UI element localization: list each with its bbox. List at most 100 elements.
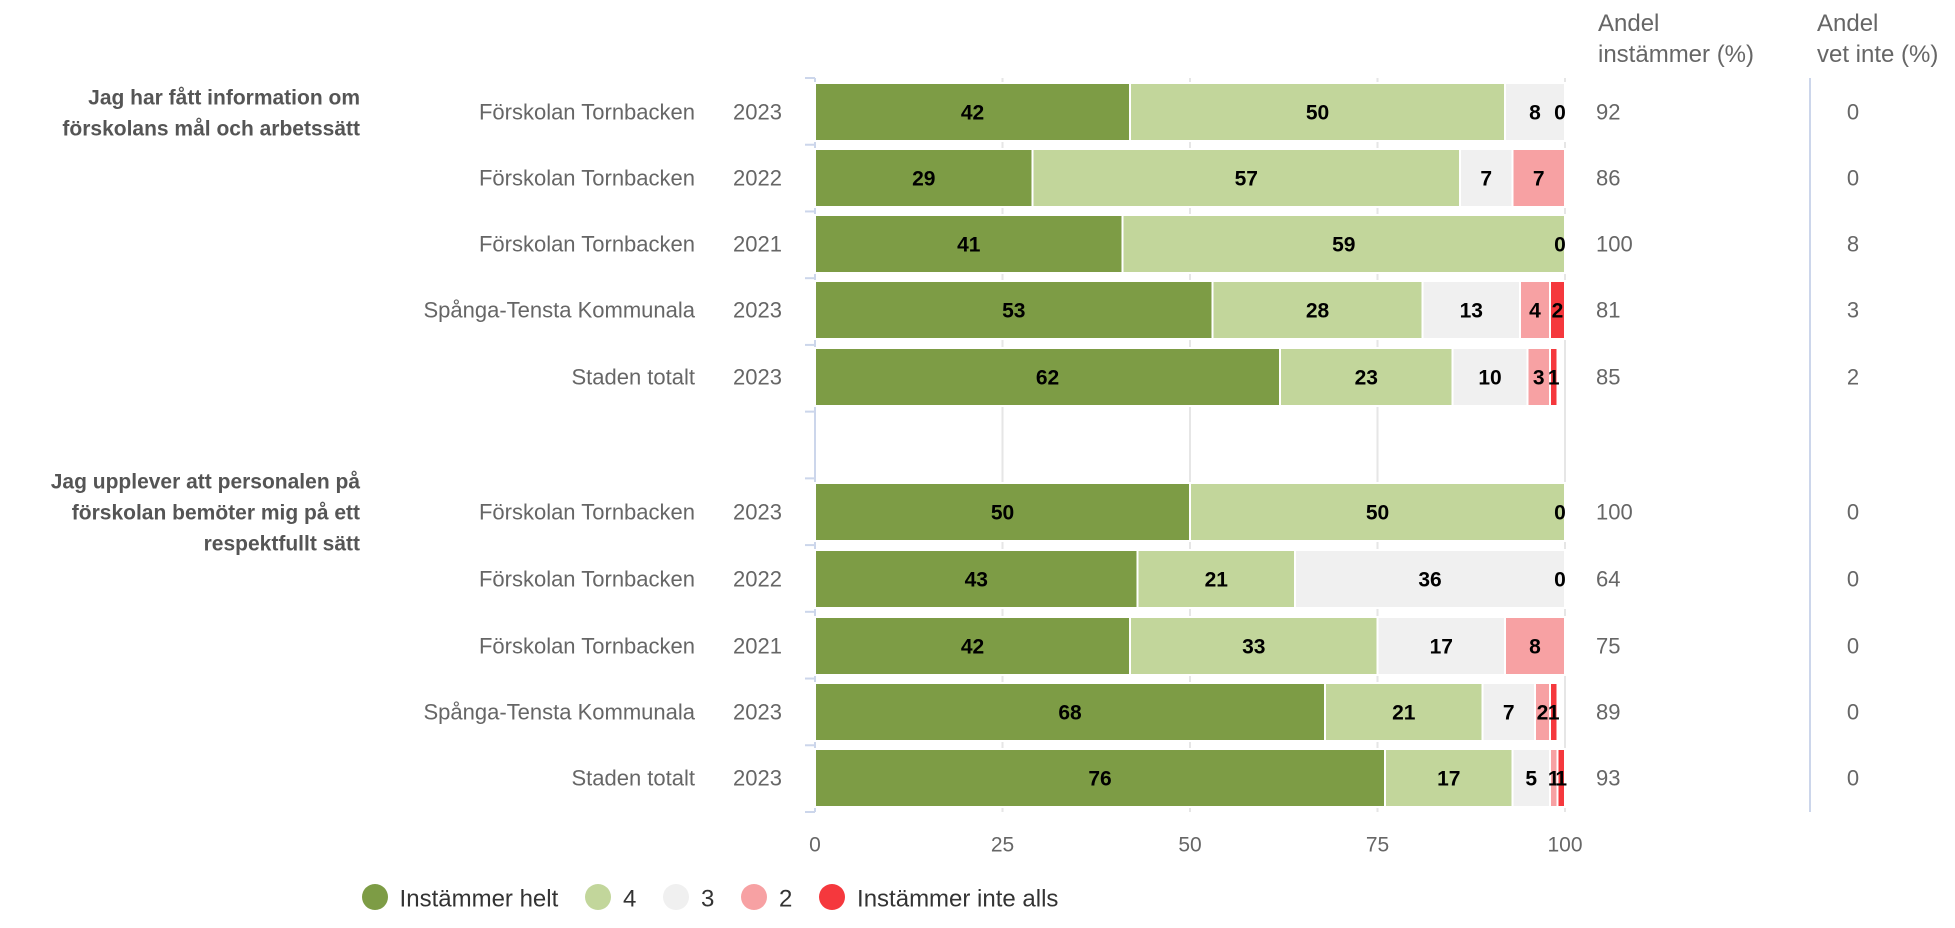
bar-segment <box>1549 682 1559 742</box>
agree-percent-value: 81 <box>1596 298 1620 323</box>
bar-data-label: 50 <box>1306 102 1329 125</box>
bar-data-label: 2 <box>1552 300 1564 323</box>
bar-segment <box>1384 748 1514 808</box>
bar-data-label: 10 <box>1478 367 1501 390</box>
row-year: 2022 <box>733 567 782 592</box>
bar-data-label: 5 <box>1525 768 1537 791</box>
bar-segment <box>1324 682 1484 742</box>
agree-percent-value: 85 <box>1596 365 1620 390</box>
bar-data-label: 0 <box>1554 502 1566 525</box>
legend-label: Instämmer helt <box>399 885 559 913</box>
bar-segment <box>1121 214 1566 274</box>
row-label: Förskolan Tornbacken <box>479 500 695 525</box>
bar-data-label: 7 <box>1480 168 1492 191</box>
legend-swatch-3 <box>662 883 689 910</box>
legend-swatch-instammer-helt <box>361 883 388 910</box>
row-year: 2023 <box>733 365 782 390</box>
bar-data-label: 29 <box>912 168 935 191</box>
bar-segment <box>814 616 1131 676</box>
legend-item-4[interactable]: 4 <box>584 883 637 914</box>
bar-data-label: 23 <box>1355 367 1378 390</box>
bar-data-label: 0 <box>1554 102 1566 125</box>
bar-data-label: 68 <box>1058 702 1082 725</box>
legend-item-instammer-inte-alls[interactable]: Instämmer inte alls <box>819 883 1059 914</box>
agree-percent-value: 92 <box>1596 100 1620 125</box>
bar-data-label: 21 <box>1392 702 1416 725</box>
row-year: 2023 <box>733 500 782 525</box>
bar-segment <box>1421 280 1521 340</box>
bar-segment <box>1451 347 1529 407</box>
bar-data-label: 42 <box>961 102 984 125</box>
question-label: Jag upplever att personalen på <box>51 471 361 494</box>
bar-data-label: 36 <box>1418 569 1441 592</box>
row-year: 2023 <box>733 766 782 791</box>
bar-segment <box>814 347 1281 407</box>
question-label: Jag har fått information om <box>88 87 360 110</box>
bar-segment <box>1504 82 1566 142</box>
agree-percent-value: 100 <box>1596 500 1633 525</box>
bar-segment <box>1556 748 1566 808</box>
agree-column-header: Andel instämmer (%) <box>1598 8 1754 70</box>
legend-item-instammer-helt[interactable]: Instämmer helt <box>361 883 559 914</box>
agree-header-line-1: Andel <box>1598 10 1660 37</box>
agree-percent-value: 89 <box>1596 700 1620 725</box>
bar-data-label: 50 <box>1366 502 1389 525</box>
row-label: Förskolan Tornbacken <box>479 100 695 125</box>
question-label: förskolans mål och arbetssätt <box>62 118 360 141</box>
bar-data-label: 1 <box>1555 768 1567 791</box>
x-tick-label: 25 <box>991 834 1014 857</box>
dont-know-percent-value: 8 <box>1847 232 1859 257</box>
bar-data-label: 8 <box>1529 102 1541 125</box>
bar-segment <box>1459 148 1514 208</box>
question-label: respektfullt sätt <box>204 533 360 556</box>
x-tick-label: 50 <box>1178 834 1201 857</box>
legend-label: Instämmer inte alls <box>857 885 1059 913</box>
dont-know-percent-value: 0 <box>1847 766 1859 791</box>
bar-segment <box>1519 280 1551 340</box>
row-year: 2023 <box>733 700 782 725</box>
agree-percent-value: 75 <box>1596 634 1620 659</box>
bar-data-label: 8 <box>1529 636 1541 659</box>
x-tick-label: 100 <box>1547 834 1582 857</box>
bar-data-label: 33 <box>1242 636 1265 659</box>
bar-data-label: 53 <box>1002 300 1025 323</box>
question-label: förskolan bemöter mig på ett <box>72 502 360 525</box>
bar-data-label: 59 <box>1332 234 1355 257</box>
dont-know-percent-value: 0 <box>1847 100 1859 125</box>
bar-segment <box>814 748 1386 808</box>
bar-data-label: 41 <box>957 234 981 257</box>
bar-data-label: 76 <box>1088 768 1111 791</box>
bar-segment <box>1031 148 1461 208</box>
bar-data-label: 43 <box>965 569 988 592</box>
bar-data-label: 62 <box>1036 367 1059 390</box>
row-year: 2021 <box>733 634 782 659</box>
row-year: 2023 <box>733 100 782 125</box>
legend-swatch-instammer-inte-alls <box>819 883 846 910</box>
legend-item-2[interactable]: 2 <box>741 883 792 914</box>
row-year: 2021 <box>733 232 782 257</box>
bar-data-label: 28 <box>1306 300 1330 323</box>
legend-item-3[interactable]: 3 <box>662 883 714 914</box>
bar-data-label: 50 <box>991 502 1014 525</box>
bar-data-label: 0 <box>1554 234 1566 257</box>
bar-segment <box>1549 347 1559 407</box>
dont-know-percent-value: 3 <box>1847 298 1859 323</box>
row-label: Spånga-Tensta Kommunala <box>424 298 696 323</box>
dont-know-percent-value: 0 <box>1847 567 1859 592</box>
bar-data-label: 7 <box>1503 702 1515 725</box>
row-label: Förskolan Tornbacken <box>479 166 695 191</box>
bar-segment <box>1511 748 1551 808</box>
agree-percent-value: 86 <box>1596 166 1620 191</box>
legend-label: 4 <box>622 885 637 913</box>
row-label: Staden totalt <box>571 365 695 390</box>
bar-data-label: 3 <box>1533 367 1545 390</box>
bar-data-label: 1 <box>1548 367 1560 390</box>
chart-legend: Instämmer helt 4 3 2 Instämmer inte alls <box>0 883 1420 914</box>
x-tick-label: 75 <box>1366 834 1389 857</box>
dont-know-percent-value: 0 <box>1847 500 1859 525</box>
bar-data-label: 42 <box>961 636 984 659</box>
agree-percent-value: 64 <box>1596 567 1620 592</box>
x-tick-label: 0 <box>809 834 821 857</box>
dont-know-percent-value: 0 <box>1847 634 1859 659</box>
